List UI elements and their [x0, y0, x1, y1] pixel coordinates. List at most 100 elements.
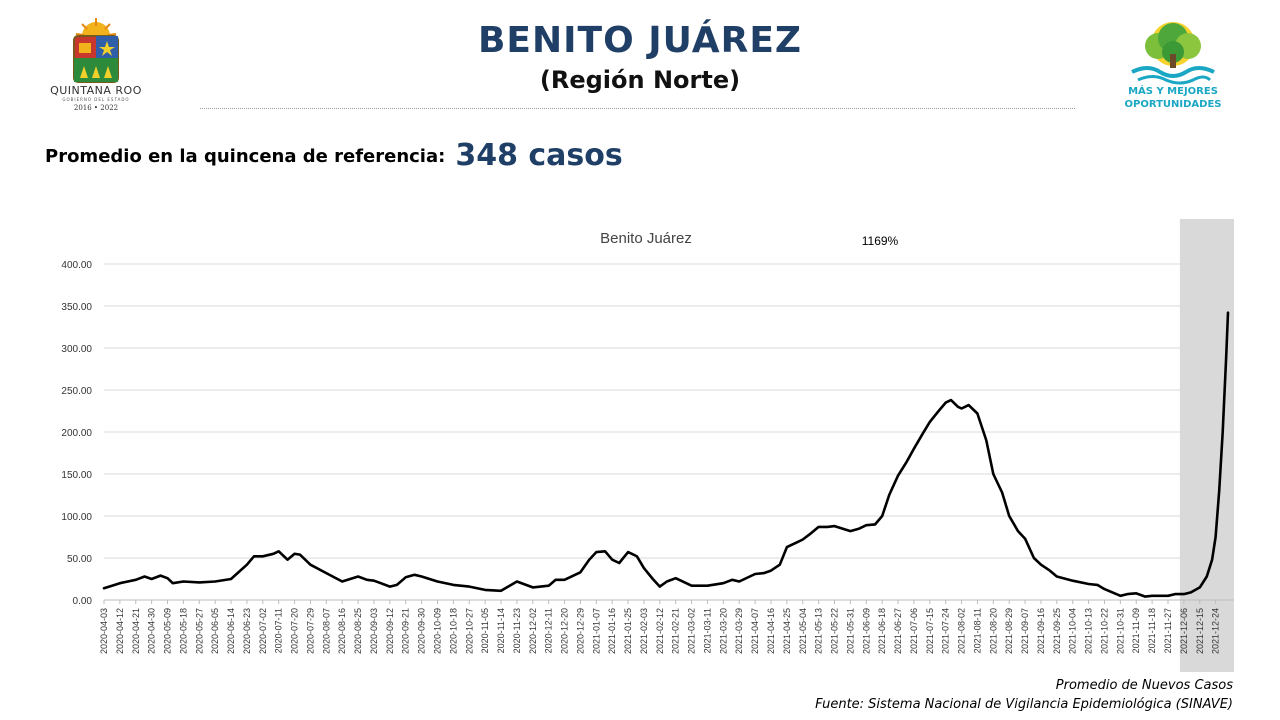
- x-tick-label: 2021-12-15: [1195, 608, 1205, 654]
- x-tick-label: 2021-03-11: [702, 608, 712, 653]
- x-tick-label: 2020-06-05: [210, 608, 220, 654]
- x-tick-label: 2021-09-25: [1052, 608, 1062, 654]
- y-tick-label: 300.00: [61, 344, 92, 355]
- x-tick-label: 2021-05-31: [845, 608, 855, 654]
- x-tick-label: 2020-04-30: [147, 608, 157, 654]
- x-tick-label: 2021-04-25: [782, 608, 792, 654]
- average-summary: Promedio en la quincena de referencia: 34…: [45, 138, 623, 173]
- x-tick-label: 2021-02-12: [655, 608, 665, 654]
- average-value: 348 casos: [455, 138, 623, 173]
- x-tick-label: 2021-12-06: [1179, 608, 1189, 654]
- x-tick-label: 2020-08-25: [353, 608, 363, 654]
- x-tick-label: 2021-02-21: [671, 608, 681, 654]
- x-tick-label: 2020-06-14: [226, 608, 236, 654]
- average-label: Promedio en la quincena de referencia:: [45, 146, 446, 167]
- x-tick-label: 2021-04-07: [750, 608, 760, 654]
- chart-caption: Promedio de Nuevos Casos: [1055, 678, 1233, 693]
- x-tick-label: 2020-06-23: [242, 608, 252, 654]
- y-tick-label: 200.00: [61, 428, 92, 439]
- y-tick-label: 400.00: [61, 260, 92, 271]
- y-tick-label: 100.00: [61, 512, 92, 523]
- percent-annotation: 1169%: [862, 234, 899, 248]
- x-tick-label: 2020-07-02: [258, 608, 268, 654]
- x-tick-label: 2020-09-03: [369, 608, 379, 654]
- y-tick-label: 250.00: [61, 386, 92, 397]
- page-title: BENITO JUÁREZ: [477, 20, 803, 61]
- y-tick-label: 50.00: [67, 554, 92, 565]
- x-tick-label: 2020-09-12: [385, 608, 395, 654]
- x-tick-label: 2021-06-09: [861, 608, 871, 654]
- x-tick-label: 2020-10-27: [464, 608, 474, 654]
- state-government: GOBIERNO DEL ESTADO: [62, 97, 130, 102]
- x-tick-label: 2020-11-14: [496, 608, 506, 653]
- x-tick-label: 2021-07-24: [941, 608, 951, 654]
- x-tick-label: 2021-01-16: [607, 608, 617, 654]
- tree-icon: [1131, 22, 1215, 85]
- x-tick-label: 2020-05-18: [178, 608, 188, 654]
- coat-of-arms-icon: [73, 18, 119, 83]
- x-tick-label: 2021-11-09: [1131, 608, 1141, 653]
- logo-line-2: OPORTUNIDADES: [1124, 99, 1222, 110]
- x-tick-label: 2021-01-07: [591, 608, 601, 654]
- header-divider: [200, 108, 1075, 109]
- x-tick-label: 2020-10-09: [432, 608, 442, 654]
- x-tick-label: 2020-07-11: [274, 608, 284, 653]
- chart-title: Benito Juárez: [600, 230, 692, 247]
- x-tick-label: 2020-07-20: [290, 608, 300, 654]
- data-source: Fuente: Sistema Nacional de Vigilancia E…: [815, 697, 1233, 712]
- x-tick-label: 2021-05-04: [798, 608, 808, 654]
- y-tick-label: 150.00: [61, 470, 92, 481]
- quintana-roo-logo: QUINTANA ROO GOBIERNO DEL ESTADO 2016 • …: [44, 18, 148, 114]
- x-tick-label: 2021-08-20: [988, 608, 998, 654]
- x-tick-label: 2020-10-18: [448, 608, 458, 654]
- x-tick-label: 2020-12-02: [528, 608, 538, 654]
- x-tick-label: 2020-09-30: [417, 608, 427, 654]
- x-tick-label: 2021-04-16: [766, 608, 776, 654]
- x-tick-label: 2020-12-20: [560, 608, 570, 654]
- x-tick-label: 2020-11-23: [512, 608, 522, 653]
- x-tick-label: 2020-04-12: [115, 608, 125, 654]
- x-tick-label: 2020-08-16: [337, 608, 347, 654]
- x-tick-label: 2021-09-16: [1036, 608, 1046, 654]
- recent-period-highlight: [1179, 219, 1234, 672]
- page-subtitle: (Región Norte): [539, 66, 741, 94]
- government-years: 2016 • 2022: [73, 104, 119, 112]
- x-tick-label: 2021-05-13: [814, 608, 824, 654]
- x-tick-label: 2021-07-06: [909, 608, 919, 654]
- x-tick-label: 2020-09-21: [401, 608, 411, 654]
- x-tick-label: 2020-08-07: [321, 608, 331, 654]
- x-tick-label: 2021-05-22: [830, 608, 840, 654]
- cases-line-chart: 0.00 50.00 100.00 150.00 200.00 250.00 300.00 3…: [61, 219, 1234, 672]
- logo-line-1: MÁS Y MEJORES: [1128, 86, 1218, 97]
- x-tick-label: 2021-11-27: [1163, 608, 1173, 653]
- x-tick-label: 2021-08-11: [972, 608, 982, 653]
- x-tick-label: 2020-04-03: [99, 608, 109, 654]
- x-tick-label: 2021-01-25: [623, 608, 633, 654]
- x-tick-label: 2021-10-13: [1084, 608, 1094, 654]
- x-tick-label: 2020-12-11: [544, 608, 554, 653]
- y-tick-label: 350.00: [61, 302, 92, 313]
- x-tick-label: 2021-11-18: [1147, 608, 1157, 653]
- x-tick-label: 2021-03-02: [687, 608, 697, 654]
- x-tick-label: 2021-10-22: [1099, 608, 1109, 654]
- x-tick-label: 2020-07-29: [305, 608, 315, 654]
- x-tick-label: 2020-05-09: [163, 608, 173, 654]
- x-tick-label: 2020-05-27: [194, 608, 204, 654]
- x-tick-label: 2021-08-02: [957, 608, 967, 654]
- x-tick-label: 2021-12-24: [1211, 608, 1221, 654]
- state-name: QUINTANA ROO: [50, 84, 142, 97]
- x-tick-label: 2021-08-29: [1004, 608, 1014, 654]
- x-tick-label: 2021-10-31: [1115, 608, 1125, 654]
- x-tick-label: 2021-06-18: [877, 608, 887, 654]
- new-cases-average-line: [102, 311, 1230, 598]
- x-tick-label: 2021-02-03: [639, 608, 649, 654]
- x-tick-label: 2020-12-29: [575, 608, 585, 654]
- x-tick-label: 2020-11-05: [480, 608, 490, 653]
- x-tick-label: 2021-03-20: [718, 608, 728, 654]
- x-tick-label: 2021-09-07: [1020, 608, 1030, 654]
- mas-y-mejores-logo: MÁS Y MEJORES OPORTUNIDADES: [1118, 20, 1228, 116]
- x-tick-label: 2021-06-27: [893, 608, 903, 654]
- x-tick-label: 2021-03-29: [734, 608, 744, 654]
- x-tick-label: 2020-04-21: [131, 608, 141, 654]
- x-tick-label: 2021-07-15: [925, 608, 935, 654]
